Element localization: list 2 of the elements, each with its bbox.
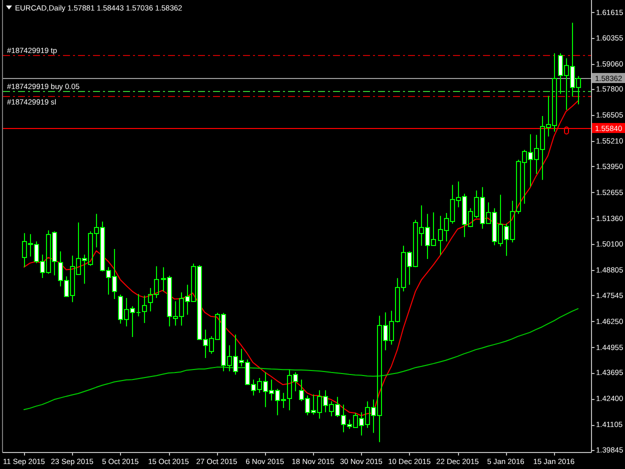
line-series (24, 308, 578, 410)
candlestick (142, 295, 147, 324)
